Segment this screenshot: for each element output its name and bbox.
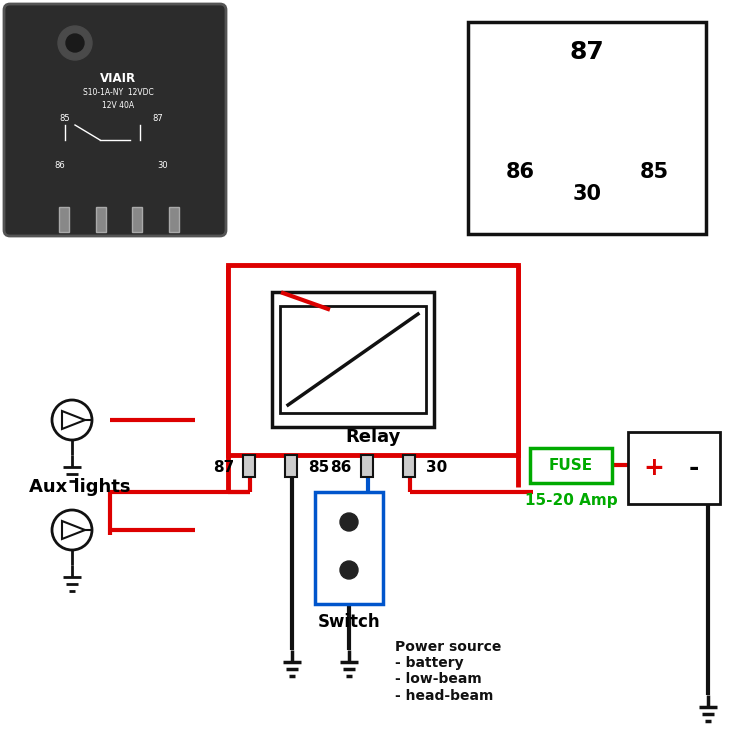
Text: 85: 85 (640, 162, 668, 182)
Bar (272, 292, 434, 427)
Text: Switch: Switch (318, 613, 381, 631)
Circle shape (66, 34, 84, 52)
Text: 85: 85 (308, 459, 329, 474)
Bar (468, 22, 706, 234)
Bar (315, 492, 383, 604)
FancyBboxPatch shape (4, 4, 226, 236)
Text: 12V 40A: 12V 40A (102, 100, 134, 110)
Polygon shape (62, 411, 85, 429)
Bar (530, 448, 612, 483)
Text: 86: 86 (54, 160, 66, 169)
Text: 30: 30 (573, 184, 601, 204)
Bar (403, 455, 415, 477)
Bar (285, 455, 297, 477)
Circle shape (52, 510, 92, 550)
Bar (132, 207, 142, 232)
Circle shape (52, 400, 92, 440)
Text: 87: 87 (152, 114, 163, 122)
Circle shape (58, 26, 92, 60)
Polygon shape (62, 521, 85, 539)
Bar (169, 207, 179, 232)
Text: 86: 86 (330, 459, 352, 474)
Text: 87: 87 (570, 40, 604, 64)
Bar (96, 207, 106, 232)
Text: Aux lights: Aux lights (29, 478, 131, 496)
Text: FUSE: FUSE (549, 458, 593, 473)
Circle shape (340, 561, 358, 579)
Text: 85: 85 (60, 114, 71, 122)
Bar (228, 265, 518, 455)
Text: 87: 87 (213, 459, 234, 474)
Text: +: + (643, 456, 665, 480)
Bar (361, 455, 373, 477)
Text: 15-20 Amp: 15-20 Amp (525, 493, 618, 508)
Text: VIAIR: VIAIR (100, 71, 136, 85)
Bar (280, 306, 426, 413)
Text: 30: 30 (158, 160, 169, 169)
Text: S10-1A-NY  12VDC: S10-1A-NY 12VDC (82, 88, 153, 96)
Bar (628, 432, 720, 504)
Text: 30: 30 (426, 459, 447, 474)
Text: Relay: Relay (345, 428, 400, 446)
Text: Power source
- battery
- low-beam
- head-beam: Power source - battery - low-beam - head… (395, 640, 501, 703)
Text: -: - (689, 456, 699, 480)
Bar (59, 207, 69, 232)
Circle shape (340, 513, 358, 531)
Bar (243, 455, 255, 477)
Text: 86: 86 (506, 162, 534, 182)
